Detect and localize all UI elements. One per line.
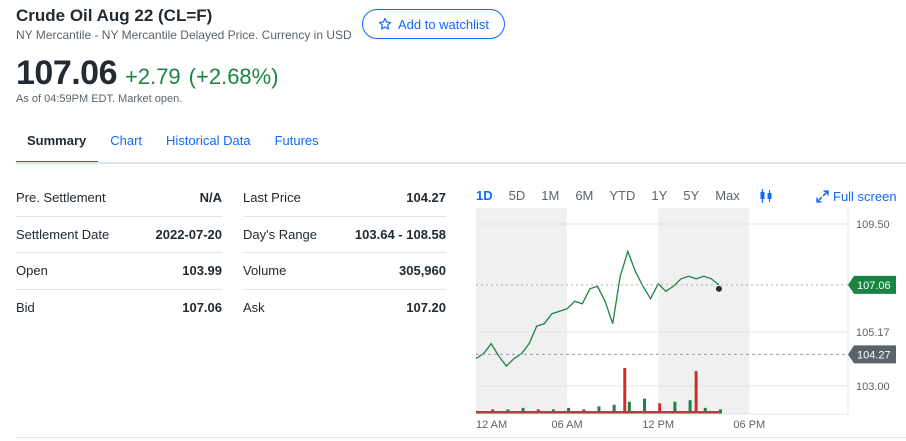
stat-value: 104.27	[406, 190, 446, 206]
stat-label: Open	[16, 263, 48, 279]
stat-row: Bid 107.06	[16, 290, 222, 327]
quote-header: Crude Oil Aug 22 (CL=F) NY Mercantile - …	[16, 6, 352, 42]
volume-bar	[694, 371, 698, 414]
session-band	[476, 208, 568, 414]
current-price-tag-label: 107.06	[857, 280, 891, 292]
price-row: 107.06 +2.79 (+2.68%)	[16, 54, 279, 93]
price-series-line	[476, 249, 720, 368]
tab-historical-data[interactable]: Historical Data	[166, 133, 251, 148]
stat-label: Ask	[243, 300, 265, 316]
range-5y[interactable]: 5Y	[683, 188, 700, 203]
x-tick-label: 06 PM	[733, 419, 765, 431]
volume-bar	[703, 407, 707, 414]
volume-bar	[567, 407, 571, 414]
current-price-tag	[848, 275, 896, 294]
stats-table-left: Pre. Settlement N/A Settlement Date 2022-0…	[16, 180, 222, 326]
previous-close-tag	[848, 345, 896, 364]
stat-row: Ask 107.20	[243, 290, 446, 327]
stat-label: Bid	[16, 300, 35, 316]
stat-value: 103.99	[182, 263, 222, 279]
range-1y[interactable]: 1Y	[651, 188, 668, 203]
volume-bar	[688, 400, 692, 414]
full-screen-button[interactable]: Full screen	[816, 189, 897, 204]
range-max[interactable]: Max	[715, 188, 740, 203]
volume-bar	[643, 398, 647, 414]
y-tick-label: 109.50	[856, 219, 890, 231]
session-band	[658, 208, 750, 414]
stat-label: Day's Range	[243, 226, 318, 242]
price-chart[interactable]: 109.50 105.17 103.00 107.06 104.27 12 AM 06 A…	[476, 208, 906, 433]
star-icon	[378, 17, 392, 30]
stat-value: 2022-07-20	[155, 226, 223, 242]
stat-row: Open 103.99	[16, 253, 222, 290]
range-5d[interactable]: 5D	[508, 188, 526, 203]
quote-tabs: Summary Chart Historical Data Futures	[16, 128, 331, 164]
range-selector: 1D 5D 1M 6M YTD 1Y 5Y Max	[476, 188, 748, 203]
range-ytd[interactable]: YTD	[609, 188, 636, 203]
stat-label: Volume	[243, 263, 287, 279]
stat-value: 305,960	[399, 263, 446, 279]
stat-value: 107.06	[182, 300, 222, 316]
tabs-divider	[16, 162, 906, 164]
quote-title: Crude Oil Aug 22 (CL=F)	[16, 6, 213, 25]
stat-value: 103.64 - 108.58	[354, 226, 446, 242]
tab-chart[interactable]: Chart	[110, 133, 143, 148]
volume-bar	[627, 401, 631, 414]
range-1d[interactable]: 1D	[476, 188, 493, 203]
price-change: +2.79	[125, 64, 181, 89]
y-tick-label: 103.00	[856, 381, 890, 393]
x-tick-label: 06 AM	[552, 419, 583, 431]
expand-icon	[816, 190, 829, 203]
stats-table-right: Last Price 104.27 Day's Range 103.64 - 108…	[243, 180, 446, 326]
volume-bar	[623, 368, 627, 414]
volume-bar	[658, 403, 662, 414]
volume-bar	[521, 407, 525, 414]
volume-bar	[718, 409, 722, 414]
stat-value: 107.20	[406, 300, 446, 316]
range-6m[interactable]: 6M	[575, 188, 594, 203]
stat-label: Settlement Date	[16, 226, 110, 242]
current-price: 107.06	[16, 54, 118, 92]
stat-row: Pre. Settlement N/A	[16, 180, 222, 217]
stat-row: Volume 305,960	[243, 253, 446, 290]
add-to-watchlist-button[interactable]: Add to watchlist	[362, 9, 505, 39]
quote-subtitle: NY Mercantile - NY Mercantile Delayed Pr…	[16, 28, 352, 42]
tab-summary[interactable]: Summary	[16, 128, 99, 164]
x-tick-label: 12 PM	[642, 419, 674, 431]
volume-bar	[673, 401, 677, 414]
full-screen-label: Full screen	[833, 189, 897, 204]
candlestick-toggle-button[interactable]	[758, 188, 774, 209]
stat-value: N/A	[199, 190, 222, 206]
stat-row: Last Price 104.27	[243, 180, 446, 217]
as-of-timestamp: As of 04:59PM EDT. Market open.	[16, 93, 183, 105]
volume-baseline	[476, 411, 719, 414]
price-change-percent: (+2.68%)	[188, 64, 279, 89]
previous-close-tag-label: 104.27	[857, 349, 891, 361]
tab-futures[interactable]: Futures	[274, 133, 319, 148]
stat-label: Last Price	[243, 190, 301, 206]
y-tick-label: 105.17	[856, 327, 890, 339]
stat-row: Day's Range 103.64 - 108.58	[243, 217, 446, 253]
last-price-dot	[715, 285, 722, 292]
watchlist-label: Add to watchlist	[397, 16, 490, 32]
bottom-divider	[16, 437, 906, 438]
x-tick-label: 12 AM	[476, 419, 507, 431]
volume-bar	[597, 406, 601, 414]
stat-row: Settlement Date 2022-07-20	[16, 217, 223, 253]
volume-bar	[612, 404, 616, 414]
candlestick-icon	[760, 189, 772, 203]
stat-label: Pre. Settlement	[16, 190, 106, 206]
range-1m[interactable]: 1M	[541, 188, 560, 203]
